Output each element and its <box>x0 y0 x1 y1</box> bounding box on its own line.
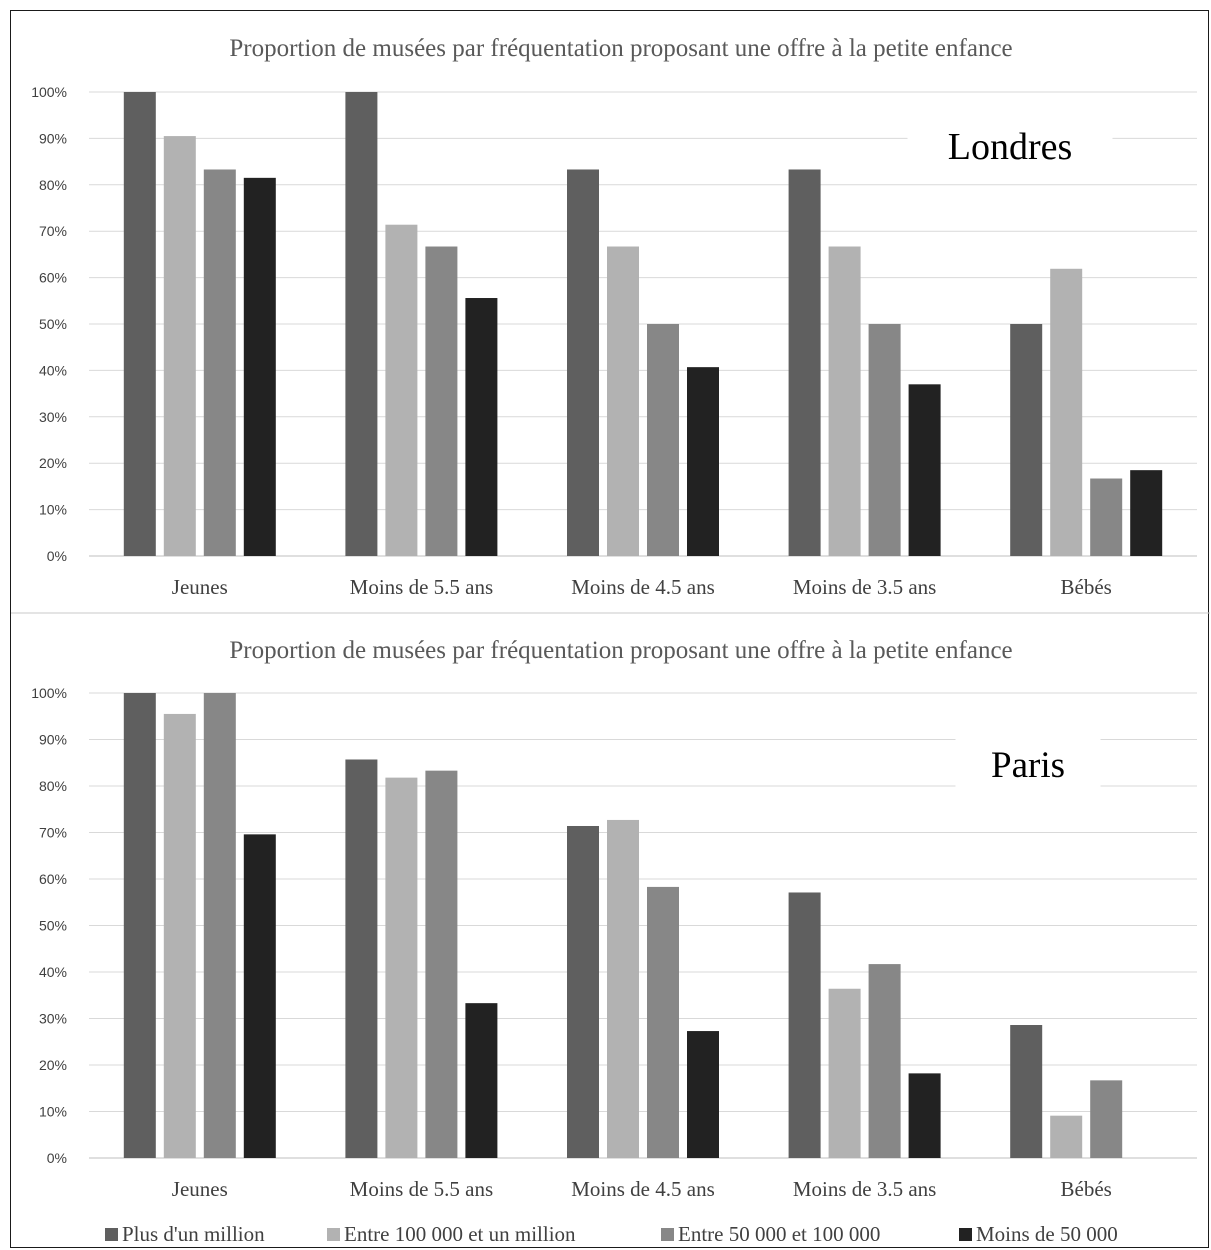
legend-swatch <box>661 1228 674 1241</box>
bar-0-0 <box>123 92 156 556</box>
legend-label: Plus d'un million <box>122 1222 265 1246</box>
bar-1-0 <box>345 92 378 556</box>
y-tick-label: 10% <box>39 502 67 518</box>
bar-1-3 <box>465 1003 498 1158</box>
legend-swatch <box>959 1228 972 1241</box>
y-tick-label: 80% <box>39 778 67 794</box>
y-tick-label: 0% <box>47 548 67 564</box>
bar-2-3 <box>687 1031 719 1158</box>
y-tick-label: 30% <box>39 409 67 425</box>
y-tick-label: 90% <box>39 732 67 748</box>
bar-2-1 <box>607 246 639 556</box>
x-category-label: Moins de 5.5 ans <box>350 1177 494 1201</box>
bar-3-1 <box>828 988 861 1158</box>
bar-4-0 <box>1010 1025 1043 1158</box>
legend-swatch <box>105 1228 118 1241</box>
bar-3-0 <box>788 892 821 1158</box>
bar-4-1 <box>1050 268 1083 556</box>
legend-label: Moins de 50 000 <box>976 1222 1118 1246</box>
bar-3-3 <box>908 384 941 556</box>
x-category-label: Moins de 3.5 ans <box>793 575 937 599</box>
annotation-backdrop <box>955 736 1101 789</box>
bar-3-2 <box>868 324 901 556</box>
y-tick-label: 100% <box>31 84 67 100</box>
bar-0-1 <box>163 136 196 556</box>
y-tick-label: 60% <box>39 871 67 887</box>
bar-0-1 <box>163 713 196 1158</box>
y-tick-label: 90% <box>39 130 67 146</box>
y-tick-label: 50% <box>39 918 67 934</box>
y-tick-label: 20% <box>39 455 67 471</box>
bar-4-2 <box>1090 478 1123 556</box>
chart-title: Proportion de musées par fréquentation p… <box>229 637 1012 664</box>
y-tick-label: 70% <box>39 825 67 841</box>
figure-frame: Proportion de musées par fréquentation p… <box>10 10 1210 1248</box>
bar-3-0 <box>788 169 821 556</box>
bar-4-1 <box>1050 1115 1083 1158</box>
y-tick-label: 50% <box>39 316 67 332</box>
x-category-label: Moins de 3.5 ans <box>793 1177 937 1201</box>
y-tick-label: 30% <box>39 1011 67 1027</box>
x-category-label: Jeunes <box>172 1177 228 1201</box>
annotation-backdrop <box>907 117 1113 171</box>
bar-2-3 <box>687 367 719 556</box>
bar-3-2 <box>868 964 901 1158</box>
bar-1-1 <box>385 777 418 1158</box>
bar-2-0 <box>567 825 599 1158</box>
legend-swatch <box>327 1228 340 1241</box>
bar-4-0 <box>1010 324 1043 556</box>
bar-2-0 <box>567 169 599 556</box>
bar-0-2 <box>203 169 236 556</box>
y-tick-label: 10% <box>39 1104 67 1120</box>
bar-1-1 <box>385 224 418 557</box>
x-category-label: Jeunes <box>172 575 228 599</box>
legend-label: Entre 100 000 et un million <box>344 1222 576 1246</box>
y-tick-label: 80% <box>39 177 67 193</box>
charts-svg: Proportion de musées par fréquentation p… <box>11 35 1210 1246</box>
chart-annotation: Londres <box>948 126 1073 168</box>
bar-0-3 <box>243 177 276 556</box>
bar-0-2 <box>203 693 236 1158</box>
bar-3-1 <box>828 246 861 556</box>
bar-4-2 <box>1090 1080 1123 1158</box>
y-tick-label: 0% <box>47 1150 67 1166</box>
bar-0-0 <box>123 693 156 1158</box>
bar-2-2 <box>647 324 679 556</box>
bar-1-2 <box>425 770 458 1158</box>
bar-0-3 <box>243 834 276 1158</box>
bar-2-2 <box>647 886 679 1158</box>
y-tick-label: 100% <box>31 685 67 701</box>
bar-4-3 <box>1130 470 1163 556</box>
x-category-label: Bébés <box>1061 1177 1112 1201</box>
chart-title: Proportion de musées par fréquentation p… <box>229 35 1012 62</box>
bar-1-2 <box>425 246 458 556</box>
bar-1-3 <box>465 298 498 556</box>
bar-3-3 <box>908 1073 941 1158</box>
y-tick-label: 20% <box>39 1057 67 1073</box>
x-category-label: Moins de 4.5 ans <box>571 1177 715 1201</box>
chart-annotation: Paris <box>991 745 1065 786</box>
bar-2-1 <box>607 819 639 1158</box>
y-tick-label: 40% <box>39 964 67 980</box>
legend-label: Entre 50 000 et 100 000 <box>678 1222 880 1246</box>
x-category-label: Moins de 5.5 ans <box>350 575 494 599</box>
x-category-label: Bébés <box>1061 575 1112 599</box>
bar-1-0 <box>345 759 378 1158</box>
x-category-label: Moins de 4.5 ans <box>571 575 715 599</box>
y-tick-label: 70% <box>39 223 67 239</box>
y-tick-label: 40% <box>39 362 67 378</box>
y-tick-label: 60% <box>39 270 67 286</box>
